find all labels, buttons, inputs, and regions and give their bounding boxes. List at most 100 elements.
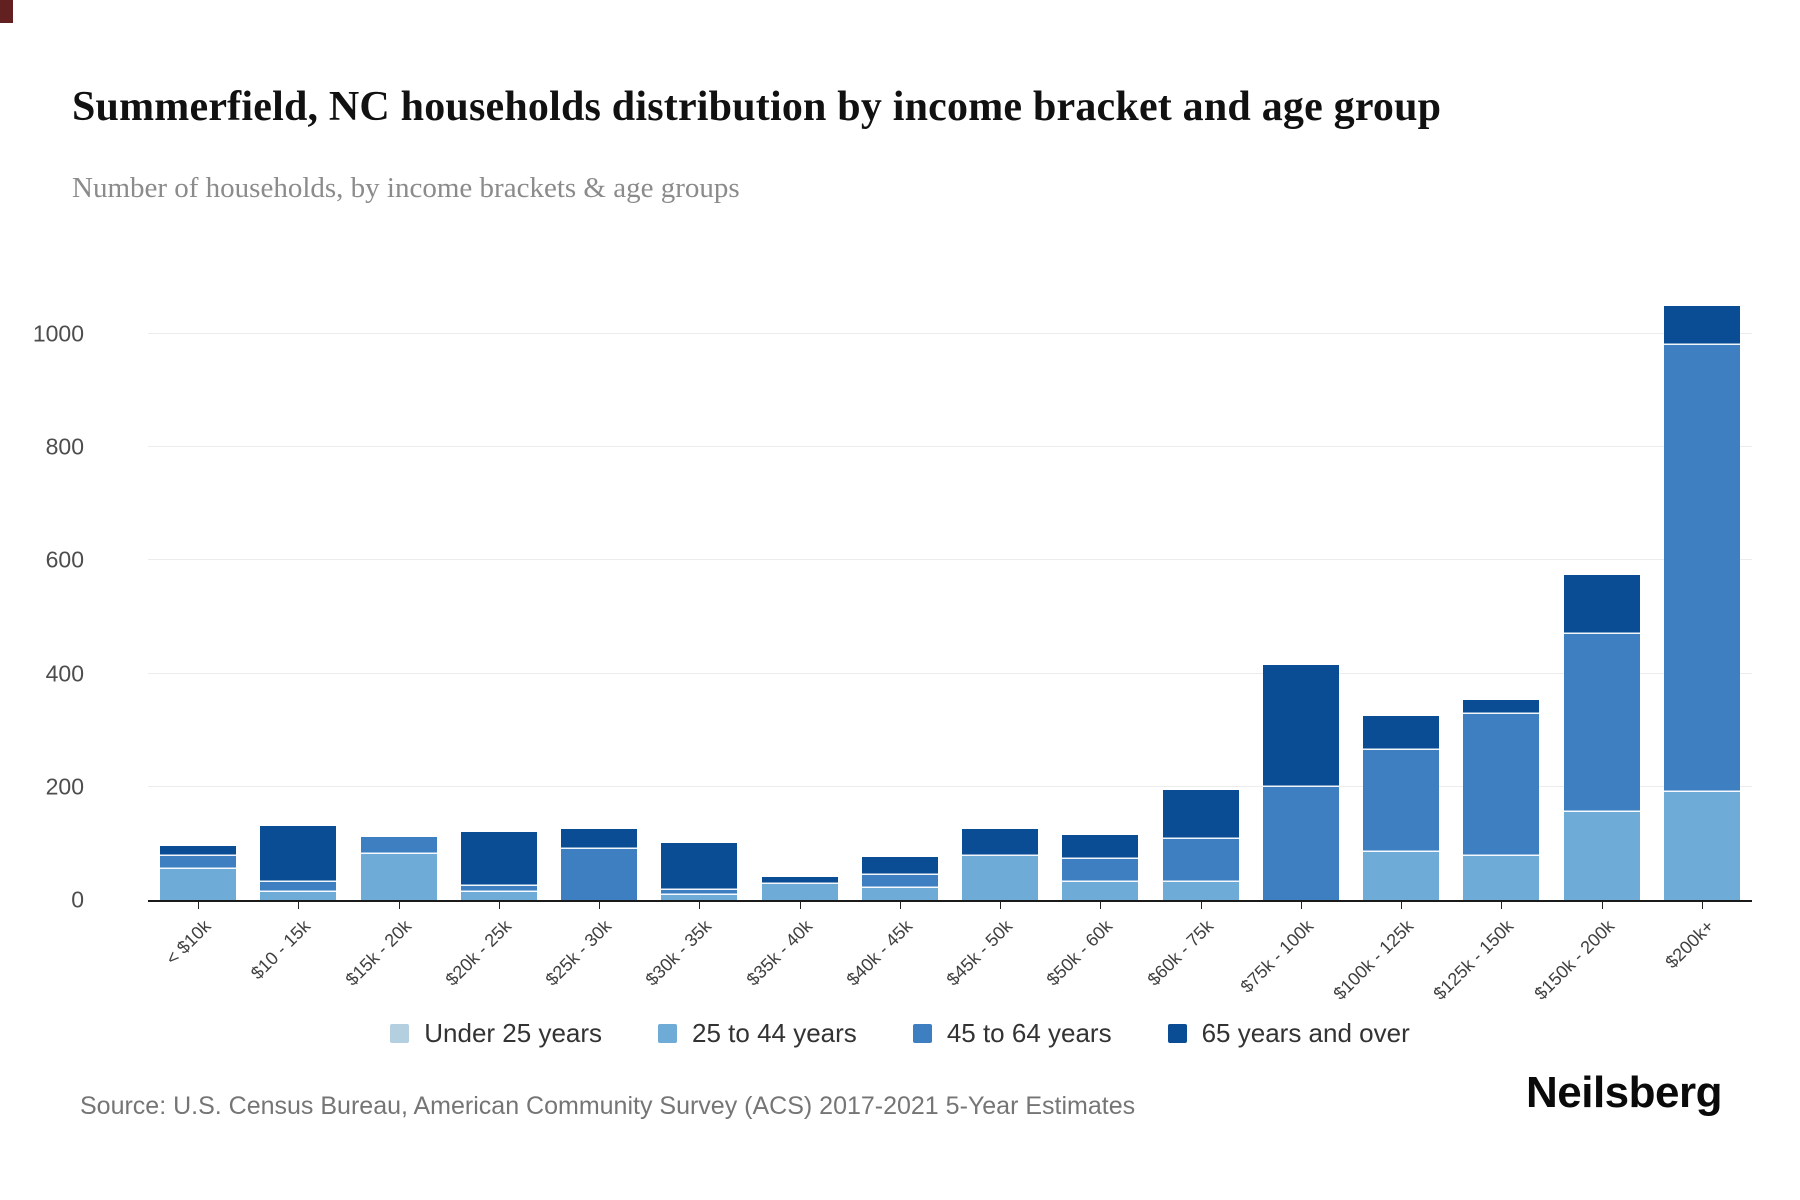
bar-segment [260, 892, 337, 900]
bar-slot [349, 300, 449, 900]
y-axis-tick-label: 1000 [32, 320, 84, 347]
bar-segment [1363, 716, 1440, 751]
bar-segment [160, 868, 237, 900]
x-axis-label-text: $45k - 50k [942, 916, 1017, 990]
bar-segment [260, 826, 337, 882]
stacked-bar [1663, 305, 1740, 900]
x-axis-tick [1100, 902, 1102, 909]
bar-slot [1050, 300, 1150, 900]
y-axis-tick-label: 800 [45, 433, 84, 460]
stacked-bar [761, 876, 838, 900]
stacked-bar [1463, 700, 1540, 900]
x-axis-tick [1701, 902, 1703, 909]
stacked-bar [460, 832, 537, 900]
bar-slot [148, 300, 248, 900]
bar-segment [360, 836, 437, 854]
x-axis-label-text: $100k - 125k [1329, 916, 1418, 1004]
chart-plot-area: 0 200 400 600 800 1000 < $10k $10 - 15k $15k - 2… [33, 300, 1752, 1004]
bar-segment [1463, 855, 1540, 900]
bar-segment [1363, 750, 1440, 852]
bar-slot [950, 300, 1050, 900]
bar-segment [1663, 305, 1740, 346]
bar-slot [1151, 300, 1251, 900]
x-axis-tick [1401, 902, 1403, 909]
legend-swatch [390, 1024, 410, 1043]
bar-segment [661, 842, 738, 890]
page-subtitle: Number of households, by income brackets… [72, 172, 740, 204]
x-axis-label-text: $200k+ [1661, 916, 1719, 973]
x-axis-label-text: $20k - 25k [441, 916, 516, 990]
bar-slot [549, 300, 649, 900]
stacked-bar [1062, 834, 1139, 900]
stacked-bar [260, 826, 337, 900]
bar-segment [861, 888, 938, 900]
bar-slot [1251, 300, 1351, 900]
x-axis-label-text: $150k - 200k [1530, 916, 1618, 1004]
bar-segment [861, 857, 938, 876]
x-axis-label-text: $30k - 35k [641, 916, 716, 990]
chart-legend: Under 25 years 25 to 44 years 45 to 64 yea… [100, 1018, 1700, 1049]
stacked-bar [1563, 574, 1640, 900]
x-axis-tick [1200, 902, 1202, 909]
bar-slot [1552, 300, 1652, 900]
x-axis-label-text: $60k - 75k [1143, 916, 1217, 990]
legend-label: 65 years and over [1201, 1018, 1410, 1048]
bar-segment [1262, 786, 1339, 900]
bar-segment [1062, 834, 1139, 860]
y-axis-tick-label: 600 [45, 546, 84, 573]
bar-slot [850, 300, 950, 900]
legend-label: Under 25 years [424, 1018, 603, 1048]
bar-segment [761, 884, 838, 900]
legend-item: 45 to 64 years [912, 1018, 1112, 1049]
bar-segment [1563, 633, 1640, 813]
bars-layer [148, 300, 1752, 900]
bar-slot [1451, 300, 1551, 900]
x-axis-label-text: $125k - 150k [1429, 916, 1518, 1004]
y-gridline [148, 672, 1752, 674]
bar-segment [460, 886, 537, 893]
x-axis-label-text: $50k - 60k [1042, 916, 1117, 990]
x-axis-tick [799, 902, 801, 909]
bar-slot [649, 300, 749, 900]
y-axis-tick-label: 400 [45, 660, 84, 687]
legend-item: 25 to 44 years [658, 1018, 857, 1049]
stacked-bar [962, 829, 1039, 900]
bar-segment [1162, 839, 1239, 882]
y-axis-tick-label: 200 [45, 773, 84, 800]
legend-item: 65 years and over [1167, 1018, 1410, 1049]
x-axis-tick [1300, 902, 1302, 909]
x-axis-tick [599, 902, 601, 909]
bar-segment [1663, 345, 1740, 793]
legend-swatch [912, 1024, 932, 1043]
bar-segment [761, 876, 838, 885]
bar-segment [1463, 714, 1540, 856]
bar-slot [449, 300, 549, 900]
x-axis-tick [1501, 902, 1503, 909]
bar-segment [861, 875, 938, 889]
x-axis-label-text: $40k - 45k [842, 916, 917, 990]
legend-label: 45 to 64 years [946, 1018, 1112, 1048]
x-axis-label-text: < $10k [161, 916, 215, 969]
legend-swatch [1167, 1024, 1187, 1043]
stacked-bar [160, 845, 237, 900]
stacked-bar [1262, 665, 1339, 900]
y-gridline [148, 559, 1752, 561]
bar-segment [661, 889, 738, 895]
bar-slot [248, 300, 348, 900]
stacked-bar [661, 842, 738, 900]
stacked-bar [1363, 716, 1440, 900]
bar-segment [1663, 792, 1740, 900]
bar-segment [1563, 574, 1640, 634]
bar-segment [561, 829, 638, 850]
neilsberg-logo: Neilsberg [1525, 1068, 1723, 1117]
bar-segment [962, 829, 1039, 856]
bar-segment [1162, 789, 1239, 840]
bar-segment [160, 856, 237, 869]
x-axis-tick [699, 902, 701, 909]
x-axis-label-text: $15k - 20k [341, 916, 415, 990]
source-attribution: Source: U.S. Census Bureau, American Com… [80, 1092, 1136, 1120]
bar-segment [460, 832, 537, 887]
bar-segment [460, 892, 537, 900]
bar-segment [661, 894, 738, 900]
x-axis-label-text: $10 - 15k [247, 916, 315, 984]
